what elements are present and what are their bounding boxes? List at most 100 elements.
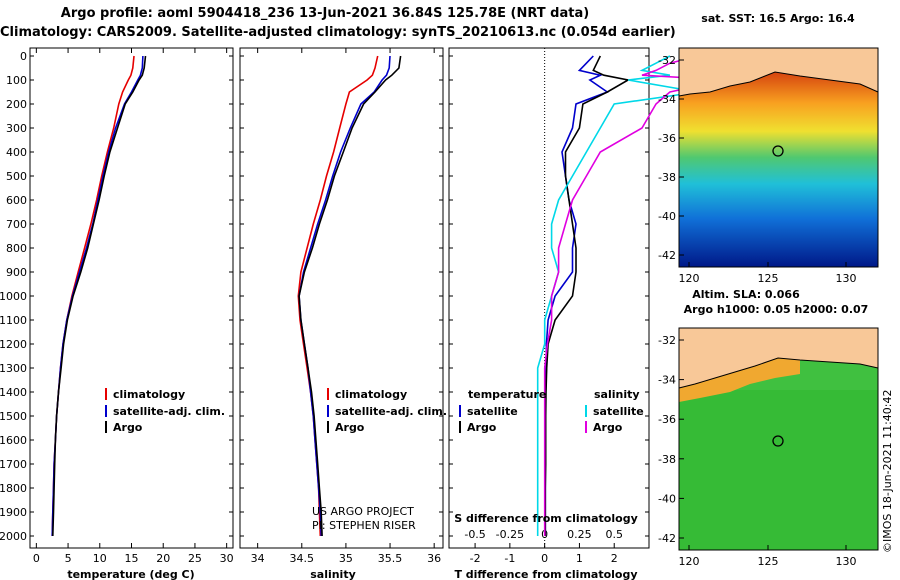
lat-tick-label: -34 [658, 374, 676, 387]
legend-s-argo: Argo [593, 421, 623, 434]
legend-temperature-heading: temperature [468, 388, 546, 401]
lat-tick-label: -42 [658, 532, 676, 545]
depth-tick-label: 800 [6, 242, 27, 255]
difference-xlabel: T difference from climatology [454, 568, 637, 580]
depth-tick-label: 300 [6, 122, 27, 135]
x-tick-label: 25 [188, 552, 202, 565]
sla-map [678, 327, 879, 551]
sla-float-marker [772, 435, 784, 447]
salinity-legend: climatology satellite-adj. clim. Argo US… [312, 388, 447, 532]
depth-tick-label: 1800 [0, 482, 27, 495]
x-tick-label: 0 [33, 552, 40, 565]
x-tick-label: 1 [576, 552, 583, 565]
depth-tick-label: 600 [6, 194, 27, 207]
difference-top-xlabel: S difference from climatology [454, 512, 638, 525]
pi-credit: PI: STEPHEN RISER [312, 519, 416, 532]
depth-tick-label: 1400 [0, 386, 27, 399]
lat-tick-label: -36 [658, 413, 676, 426]
s-tick-label: -0.25 [496, 528, 524, 541]
lat-tick-label: -32 [658, 54, 676, 67]
depth-tick-label: 1500 [0, 410, 27, 423]
imos-credit: ©IMOS 18-Jun-2021 11:40:42 [881, 389, 894, 553]
lat-tick-label: -38 [658, 171, 676, 184]
depth-tick-label: 400 [6, 146, 27, 159]
depth-tick-label: 500 [6, 170, 27, 183]
lon-tick-label: 120 [679, 555, 700, 568]
sla-coastline [678, 357, 879, 389]
lon-tick-label: 130 [836, 555, 857, 568]
x-tick-label: 20 [156, 552, 170, 565]
depth-tick-label: 100 [6, 74, 27, 87]
s-tick-label: -0.5 [464, 528, 485, 541]
legend-satellite: satellite-adj. clim. [335, 405, 447, 418]
depth-tick-label: 200 [6, 98, 27, 111]
x-tick-label: 10 [93, 552, 107, 565]
depth-tick-label: 700 [6, 218, 27, 231]
series-line-s-satellite [536, 55, 698, 536]
lat-tick-label: -40 [658, 492, 676, 505]
temperature-legend: climatology satellite-adj. clim. Argo [105, 388, 225, 434]
legend-climatology: climatology [335, 388, 407, 401]
lon-tick-label: 125 [758, 272, 779, 285]
lat-tick-label: -36 [658, 132, 676, 145]
lat-tick-label: -34 [658, 93, 676, 106]
depth-tick-label: 1900 [0, 506, 27, 519]
sst-map-title: sat. SST: 16.5 Argo: 16.4 [701, 12, 855, 25]
sst-float-marker [772, 145, 784, 157]
difference-axes [448, 47, 650, 549]
lon-tick-label: 120 [679, 272, 700, 285]
depth-tick-label: 1600 [0, 434, 27, 447]
x-tick-label: -2 [470, 552, 481, 565]
legend-satellite: satellite-adj. clim. [113, 405, 225, 418]
series-line-satellite-adj-clim- [298, 55, 391, 537]
depth-tick-label: 1200 [0, 338, 27, 351]
series-line-argo [298, 55, 402, 537]
lon-tick-label: 125 [758, 555, 779, 568]
legend-salinity-heading: salinity [594, 388, 640, 401]
legend-s-satellite: satellite [593, 405, 644, 418]
sla-shelf [679, 358, 800, 402]
lat-tick-label: -40 [658, 210, 676, 223]
x-tick-label: 5 [65, 552, 72, 565]
difference-legend: temperature satellite Argo salinity sate… [459, 388, 644, 434]
lat-tick-label: -32 [658, 334, 676, 347]
x-tick-label: 0 [541, 552, 548, 565]
series-line-argo [52, 55, 147, 537]
x-tick-label: 35 [339, 552, 353, 565]
temperature-xlabel: temperature (deg C) [67, 568, 194, 580]
x-tick-label: 2 [611, 552, 618, 565]
lat-tick-label: -42 [658, 249, 676, 262]
x-tick-label: 15 [125, 552, 139, 565]
x-tick-label: 30 [220, 552, 234, 565]
lat-tick-label: -38 [658, 453, 676, 466]
depth-tick-label: 1700 [0, 458, 27, 471]
depth-tick-label: 1100 [0, 314, 27, 327]
legend-climatology: climatology [113, 388, 185, 401]
x-tick-label: 34 [251, 552, 265, 565]
legend-argo: Argo [335, 421, 365, 434]
sla-map-title-2: Argo h1000: 0.05 h2000: 0.07 [684, 303, 869, 316]
depth-tick-label: 0 [20, 50, 27, 63]
sla-map-title-1: Altim. SLA: 0.066 [692, 288, 800, 301]
depth-tick-label: 900 [6, 266, 27, 279]
salinity-xlabel: salinity [310, 568, 356, 580]
depth-tick-label: 1300 [0, 362, 27, 375]
sst-land [679, 48, 878, 96]
s-tick-label: 0.25 [567, 528, 592, 541]
project-credit: US ARGO PROJECT [312, 505, 414, 518]
x-tick-label: -1 [504, 552, 515, 565]
title-line-2: Climatology: CARS2009. Satellite-adjuste… [0, 25, 676, 40]
legend-argo: Argo [113, 421, 143, 434]
s-tick-label: 0.5 [605, 528, 623, 541]
x-tick-label: 34.5 [290, 552, 315, 565]
x-tick-label: 35.5 [378, 552, 403, 565]
depth-tick-label: 2000 [0, 530, 27, 543]
lon-tick-label: 130 [836, 272, 857, 285]
x-tick-label: 36 [427, 552, 441, 565]
sst-map [678, 47, 879, 268]
temperature-axes [29, 47, 234, 549]
legend-t-satellite: satellite [467, 405, 518, 418]
sst-coastline [678, 71, 879, 97]
legend-t-argo: Argo [467, 421, 497, 434]
